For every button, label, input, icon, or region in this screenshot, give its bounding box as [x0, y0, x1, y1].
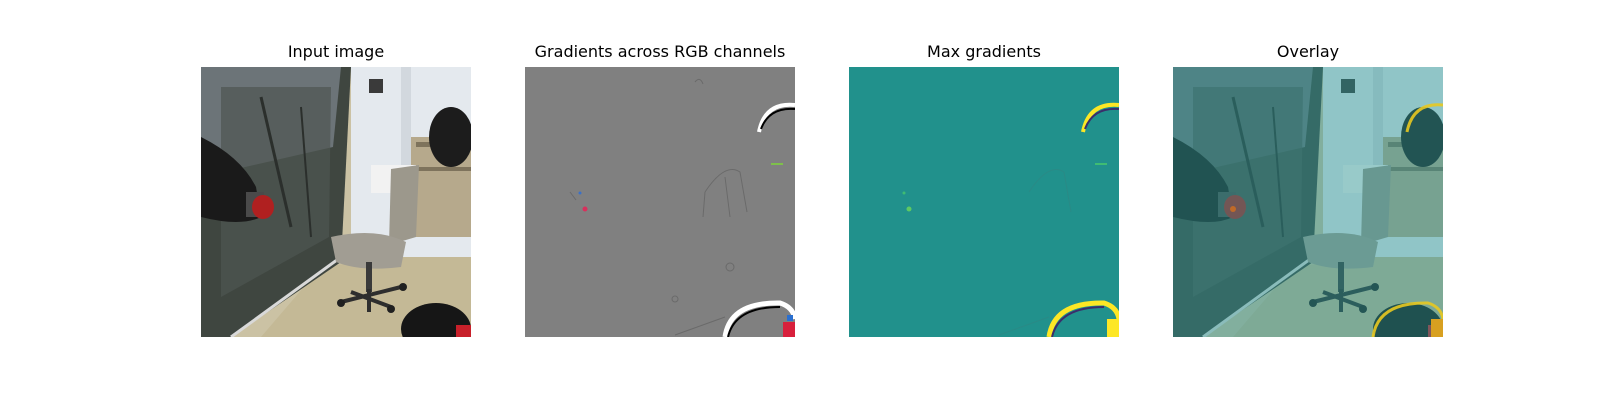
- max-gradients-map: [849, 67, 1119, 337]
- panel-title-max-gradients: Max gradients: [927, 42, 1041, 61]
- overlay-image: [1173, 67, 1443, 337]
- gradients-rgb-map: [525, 67, 795, 337]
- panel-title-overlay: Overlay: [1276, 42, 1340, 61]
- gradients-rgb-graphic: [525, 67, 795, 337]
- panel-title-input: Input image: [287, 42, 385, 61]
- input-image-graphic: [201, 67, 471, 337]
- panel-title-gradients: Gradients across RGB channels: [534, 42, 786, 61]
- input-image: [201, 67, 471, 337]
- overlay-graphic: [1173, 67, 1443, 337]
- max-gradients-graphic: [849, 67, 1119, 337]
